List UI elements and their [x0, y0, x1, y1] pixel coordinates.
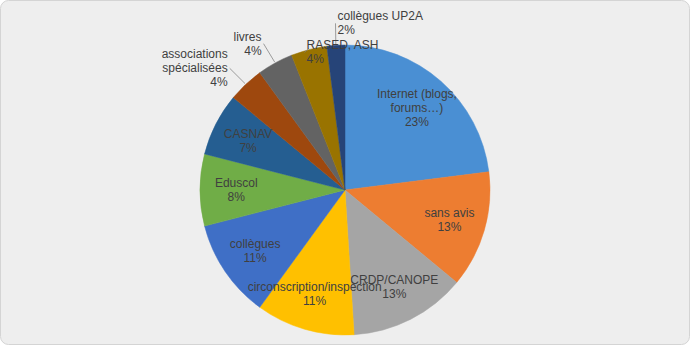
- leader-line: [264, 44, 275, 62]
- slice-label: RASED, ASH: [306, 38, 378, 52]
- slice-label: collègues: [230, 237, 281, 251]
- leader-line: [230, 68, 245, 83]
- slice-label: CASNAV: [224, 127, 272, 141]
- slice-value: 4%: [244, 44, 262, 58]
- slice-value: 13%: [382, 287, 406, 301]
- slice-label: livres: [234, 30, 262, 44]
- slice-label: collègues UP2A: [338, 9, 423, 23]
- slice-label: Eduscol: [215, 176, 258, 190]
- background: [1, 1, 690, 345]
- slice-value: 7%: [239, 141, 257, 155]
- slice-value: 8%: [228, 190, 246, 204]
- slice-value: 11%: [243, 251, 266, 265]
- slice-value: 23%: [405, 115, 429, 129]
- slice-label: circonscription/inspection: [248, 280, 382, 294]
- slice: [327, 45, 345, 190]
- slice-label: associationsspécialisées: [162, 47, 228, 75]
- slice-label: sans avis: [424, 206, 474, 220]
- slice-label: Internet (blogs,forums…): [377, 87, 457, 115]
- slice-value: 2%: [338, 23, 356, 37]
- slices: [200, 45, 490, 335]
- slice-value: 13%: [437, 220, 461, 234]
- slice-value: 11%: [303, 294, 326, 308]
- slice-value: 4%: [306, 52, 324, 66]
- chart: Internet (blogs,forums…)23%sans avis13%C…: [0, 0, 690, 345]
- slice-value: 4%: [210, 75, 228, 89]
- labels: Internet (blogs,forums…)23%sans avis13%C…: [162, 9, 475, 308]
- slice: [345, 45, 489, 190]
